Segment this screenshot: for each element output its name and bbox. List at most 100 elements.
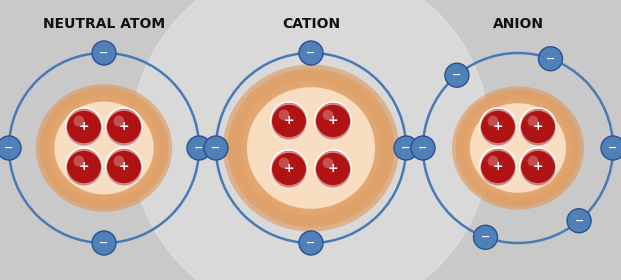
Ellipse shape bbox=[475, 108, 561, 188]
Text: +: + bbox=[328, 162, 338, 174]
Ellipse shape bbox=[472, 105, 564, 191]
Ellipse shape bbox=[452, 87, 584, 210]
Circle shape bbox=[73, 156, 84, 166]
Circle shape bbox=[271, 150, 307, 186]
Ellipse shape bbox=[498, 130, 538, 167]
Text: +: + bbox=[79, 160, 89, 172]
Circle shape bbox=[520, 110, 556, 146]
Circle shape bbox=[114, 156, 124, 166]
Text: −: − bbox=[481, 232, 490, 242]
Circle shape bbox=[567, 209, 591, 233]
Circle shape bbox=[279, 109, 289, 120]
Ellipse shape bbox=[271, 110, 351, 186]
Text: −: − bbox=[211, 143, 220, 153]
Circle shape bbox=[299, 41, 323, 65]
Ellipse shape bbox=[55, 102, 153, 194]
Ellipse shape bbox=[43, 91, 165, 206]
Ellipse shape bbox=[307, 144, 315, 152]
Ellipse shape bbox=[263, 102, 360, 194]
Ellipse shape bbox=[80, 126, 128, 170]
Ellipse shape bbox=[502, 133, 535, 164]
Text: +: + bbox=[284, 162, 294, 174]
Circle shape bbox=[92, 231, 116, 255]
Circle shape bbox=[106, 108, 142, 144]
Ellipse shape bbox=[70, 116, 138, 180]
Circle shape bbox=[299, 231, 323, 255]
Ellipse shape bbox=[46, 94, 162, 202]
Ellipse shape bbox=[302, 140, 320, 156]
Circle shape bbox=[315, 150, 351, 186]
Circle shape bbox=[279, 158, 289, 168]
Ellipse shape bbox=[57, 103, 152, 193]
Circle shape bbox=[106, 110, 142, 146]
Ellipse shape bbox=[240, 81, 381, 215]
Ellipse shape bbox=[77, 122, 131, 174]
Text: −: − bbox=[306, 48, 315, 58]
Ellipse shape bbox=[468, 102, 568, 194]
Ellipse shape bbox=[73, 119, 135, 177]
Ellipse shape bbox=[223, 64, 399, 232]
Circle shape bbox=[92, 41, 116, 65]
Circle shape bbox=[520, 148, 556, 184]
Circle shape bbox=[322, 158, 333, 168]
Circle shape bbox=[394, 136, 418, 160]
Circle shape bbox=[106, 148, 142, 184]
Ellipse shape bbox=[53, 100, 155, 196]
Ellipse shape bbox=[298, 136, 324, 160]
Ellipse shape bbox=[66, 113, 142, 183]
Text: CATION: CATION bbox=[282, 17, 340, 31]
Ellipse shape bbox=[293, 131, 329, 165]
Circle shape bbox=[473, 225, 497, 249]
Circle shape bbox=[114, 116, 124, 126]
Circle shape bbox=[520, 150, 556, 186]
Text: −: − bbox=[546, 54, 555, 64]
Ellipse shape bbox=[284, 123, 337, 173]
Ellipse shape bbox=[97, 142, 111, 154]
Circle shape bbox=[315, 152, 351, 188]
Text: −: − bbox=[306, 238, 315, 248]
Ellipse shape bbox=[455, 90, 581, 207]
Ellipse shape bbox=[247, 87, 375, 209]
Text: −: − bbox=[99, 238, 109, 248]
Text: +: + bbox=[533, 120, 543, 132]
Ellipse shape bbox=[280, 119, 342, 177]
Circle shape bbox=[528, 116, 538, 126]
Circle shape bbox=[480, 108, 516, 144]
Ellipse shape bbox=[515, 145, 521, 151]
Ellipse shape bbox=[462, 96, 574, 200]
Text: +: + bbox=[492, 160, 503, 172]
Text: −: − bbox=[574, 216, 584, 226]
Circle shape bbox=[315, 102, 351, 138]
Ellipse shape bbox=[232, 73, 390, 223]
Ellipse shape bbox=[87, 132, 121, 164]
Ellipse shape bbox=[50, 97, 158, 199]
Circle shape bbox=[601, 136, 621, 160]
Ellipse shape bbox=[508, 139, 528, 157]
Ellipse shape bbox=[236, 77, 386, 219]
Circle shape bbox=[487, 116, 499, 126]
Text: −: − bbox=[419, 143, 428, 153]
Ellipse shape bbox=[478, 111, 558, 185]
Circle shape bbox=[66, 148, 102, 184]
Ellipse shape bbox=[482, 114, 555, 182]
Ellipse shape bbox=[101, 145, 107, 151]
Ellipse shape bbox=[63, 110, 145, 186]
Circle shape bbox=[480, 110, 516, 146]
Ellipse shape bbox=[250, 90, 373, 207]
Circle shape bbox=[487, 156, 499, 166]
Circle shape bbox=[204, 136, 228, 160]
Ellipse shape bbox=[512, 142, 525, 154]
Circle shape bbox=[187, 136, 211, 160]
Circle shape bbox=[271, 104, 307, 140]
Text: +: + bbox=[492, 120, 503, 132]
Ellipse shape bbox=[258, 98, 364, 198]
Text: −: − bbox=[4, 143, 14, 153]
Ellipse shape bbox=[276, 115, 346, 181]
Text: −: − bbox=[609, 143, 618, 153]
Ellipse shape bbox=[492, 123, 545, 173]
Circle shape bbox=[66, 110, 102, 146]
Circle shape bbox=[480, 150, 516, 186]
Ellipse shape bbox=[470, 103, 566, 193]
Ellipse shape bbox=[91, 135, 117, 161]
Ellipse shape bbox=[60, 106, 148, 190]
